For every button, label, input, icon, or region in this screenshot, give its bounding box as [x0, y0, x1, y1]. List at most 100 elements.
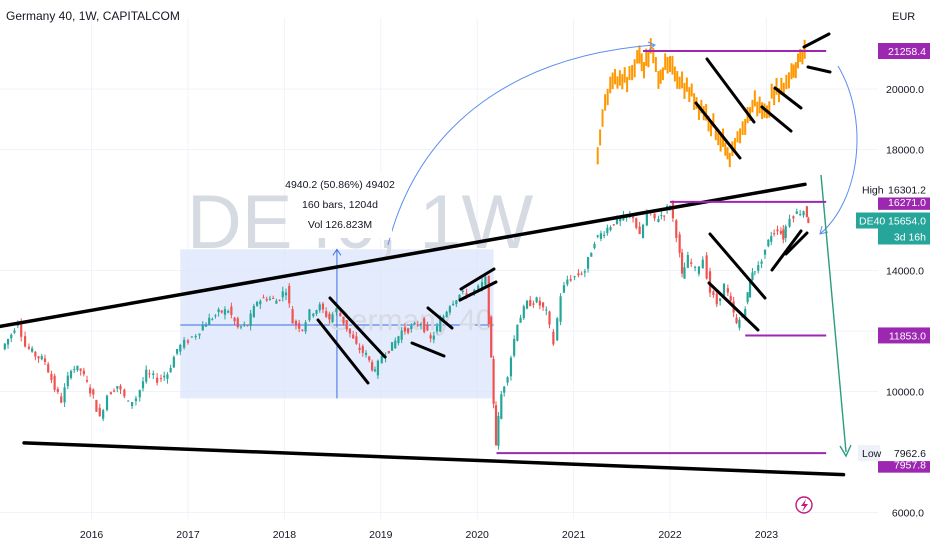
candle-body: [663, 215, 666, 217]
time-tick-label: 2017: [176, 529, 200, 541]
candle-body: [20, 322, 23, 337]
pattern-line: [806, 65, 832, 74]
candle-body: [380, 356, 383, 364]
candle-body: [148, 373, 151, 375]
candle-body: [214, 315, 217, 317]
candle-body: [562, 285, 566, 293]
candle-body: [795, 211, 798, 214]
measure-range[interactable]: [180, 248, 494, 399]
candle-body: [328, 313, 331, 320]
candle-body: [255, 301, 259, 306]
candle-body: [458, 294, 461, 300]
candle-body: [596, 235, 599, 237]
candle-body: [358, 347, 361, 351]
candle-body: [361, 346, 364, 353]
candle-body: [10, 334, 13, 339]
candle-body: [217, 309, 220, 313]
time-axis[interactable]: 2016 2017 2018 2019 2020 2021 2022 2023: [80, 529, 778, 541]
candle-body: [134, 398, 138, 402]
tag-high-value: 16301.2: [888, 184, 926, 196]
pattern-line: [708, 232, 767, 300]
tag-bottom-level: 7957.8: [894, 460, 926, 472]
measure-line-3: Vol 126.823M: [308, 219, 372, 231]
candle-body: [315, 310, 318, 314]
candle-body: [492, 358, 495, 404]
candle-body: [190, 336, 193, 338]
candle-body: [268, 298, 272, 300]
time-tick-label: 2021: [562, 529, 586, 541]
candle-body: [373, 369, 377, 372]
candle-body: [331, 314, 334, 322]
candle-body: [400, 330, 403, 340]
candle-body: [416, 324, 419, 326]
tag-support-level-bg: [878, 327, 930, 344]
candle-body: [538, 300, 541, 306]
candle-body: [272, 298, 275, 300]
candle-body: [79, 368, 82, 371]
pattern-line: [316, 318, 370, 385]
candle-body: [657, 218, 660, 222]
pattern-line: [705, 57, 756, 124]
candle-body: [782, 229, 785, 240]
candle-body: [204, 324, 208, 327]
arrowhead-up: [647, 41, 656, 51]
candle-body: [645, 211, 648, 226]
candle-body: [763, 249, 767, 255]
candle-body: [40, 356, 43, 360]
measure-line-2: 160 bars, 1204d: [302, 199, 378, 211]
candle-body: [494, 405, 498, 446]
candle-body: [726, 288, 729, 293]
candle-body: [773, 233, 776, 235]
candle-body: [60, 396, 63, 403]
candle-body: [169, 367, 172, 373]
candle-body: [138, 390, 141, 398]
candle-body: [63, 387, 66, 403]
candle-body: [487, 275, 490, 325]
time-tick-label: 2016: [80, 529, 104, 541]
price-axis[interactable]: EUR 20000.018000.014000.012000.010000.06…: [886, 11, 924, 519]
candle-body: [516, 324, 519, 341]
price-tick-label: 14000.0: [886, 266, 924, 278]
pattern-line: [770, 229, 803, 272]
candle-body: [435, 326, 439, 332]
candle-body: [760, 261, 763, 264]
candle-body: [275, 300, 278, 304]
pattern-line: [802, 32, 831, 49]
level-lines[interactable]: [496, 50, 827, 455]
candle-body: [746, 292, 749, 303]
drawings[interactable]: [0, 32, 858, 477]
candle-body: [603, 234, 606, 236]
pattern-line: [694, 101, 742, 160]
candle-body: [233, 317, 236, 322]
candle-body: [34, 351, 37, 357]
candle-body: [566, 279, 569, 285]
lightning-icon[interactable]: [795, 496, 813, 514]
price-tick-label: 18000.0: [886, 145, 924, 157]
candle-body: [552, 331, 555, 345]
candle-body: [318, 304, 321, 311]
candle-body: [593, 244, 596, 249]
time-tick-label: 2022: [658, 529, 682, 541]
candle-body: [194, 335, 197, 338]
pattern-line: [784, 231, 809, 256]
candle-body: [85, 380, 89, 382]
candle-body: [27, 346, 31, 349]
candles: [3, 200, 810, 450]
candle-body: [186, 340, 190, 343]
candle-body: [390, 342, 394, 351]
drop-arrow: [820, 174, 847, 453]
lower-trendline: [22, 441, 846, 477]
pattern-line: [426, 306, 454, 330]
candle-body: [119, 385, 122, 390]
candle-body: [335, 308, 338, 313]
tag-top-level-bg: [878, 43, 930, 60]
candle-body: [249, 313, 252, 326]
candle-body: [66, 375, 69, 387]
pattern-line: [328, 296, 387, 359]
candle-body: [410, 325, 413, 329]
candle-body: [166, 374, 169, 379]
candle-body: [352, 334, 355, 339]
tag-countdown: 3d 16h: [894, 231, 926, 243]
